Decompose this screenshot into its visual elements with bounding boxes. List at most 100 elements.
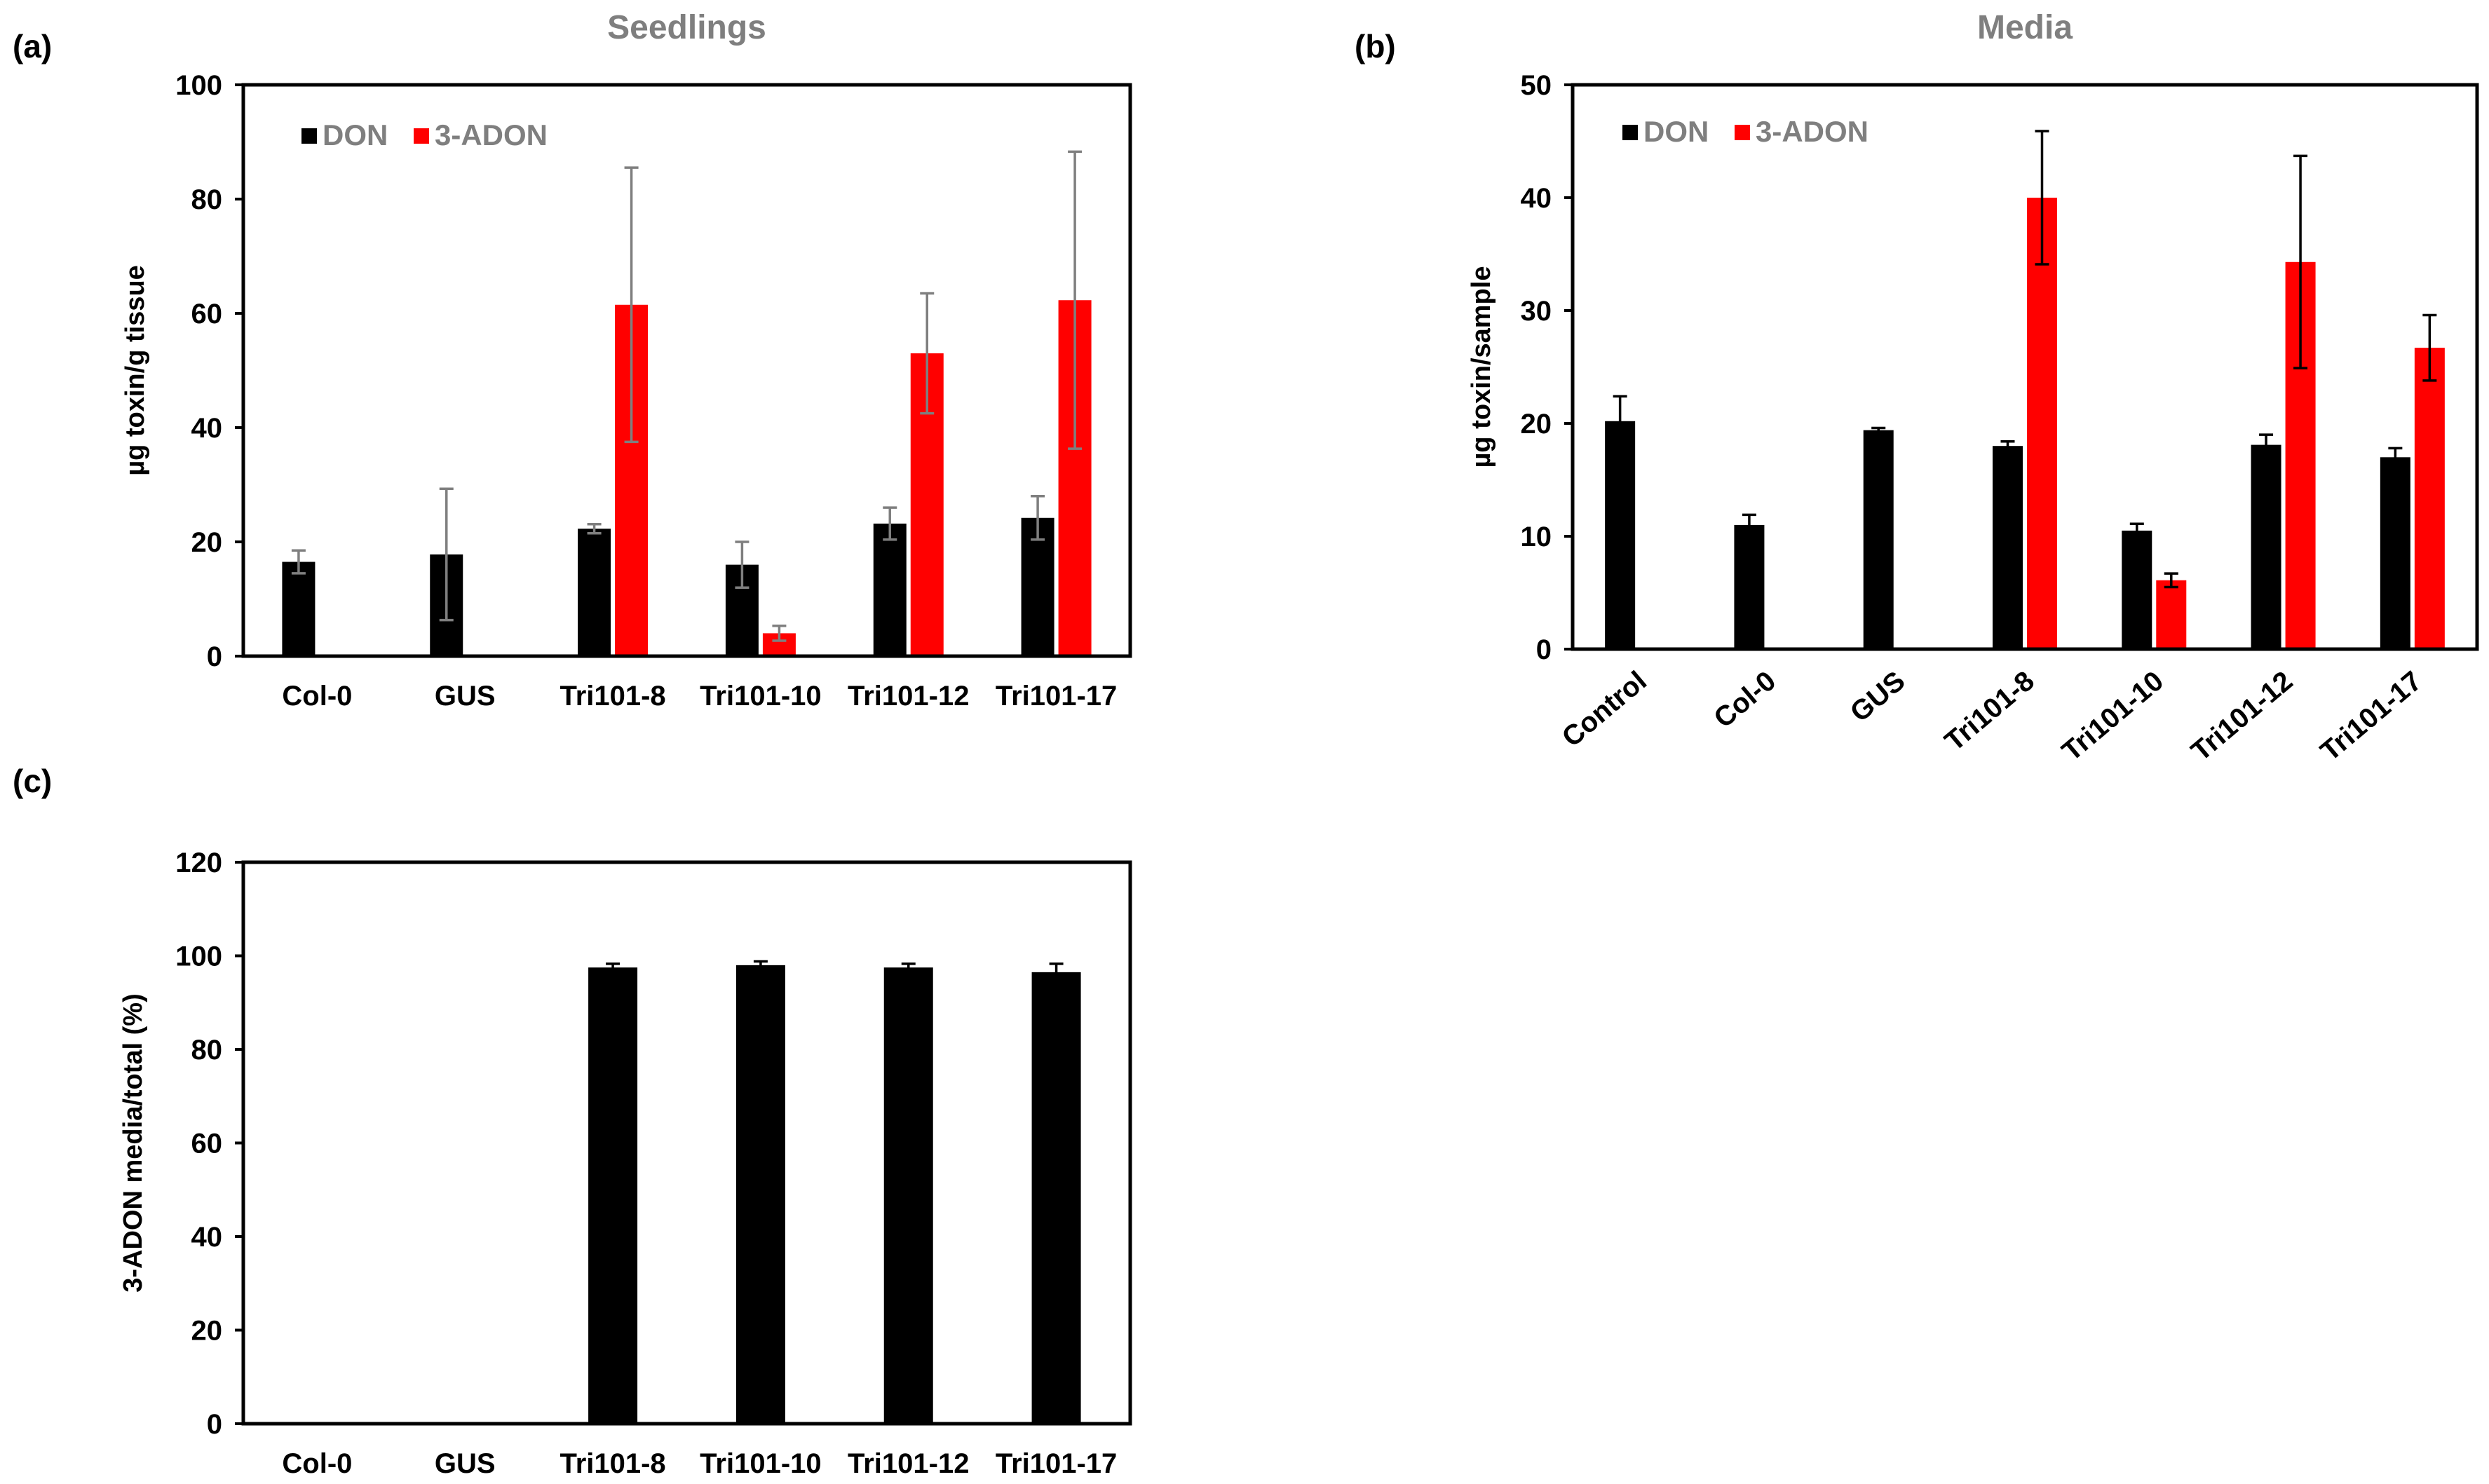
y-tick-label: 0 bbox=[1536, 634, 1552, 665]
bar-3-adon-media-total-tri101-8 bbox=[588, 967, 638, 1424]
x-tick-label: Tri101-17 bbox=[996, 1448, 1117, 1479]
x-tick-label: GUS bbox=[435, 681, 496, 712]
x-tick-label: Tri101-12 bbox=[848, 1448, 969, 1479]
bar-don-tri101-10 bbox=[2122, 530, 2152, 649]
bar-don-tri101-12 bbox=[873, 523, 907, 656]
bar-don-tri101-8 bbox=[578, 529, 611, 656]
bar-don-control bbox=[1605, 421, 1636, 649]
x-tick-label: Col-0 bbox=[282, 1448, 352, 1479]
error-bar-3-adon-media-total-tri101-10 bbox=[753, 960, 768, 970]
chart-title: Seedlings bbox=[607, 9, 766, 46]
bar-3-adon-tri101-17 bbox=[2414, 348, 2445, 649]
error-bar-don-gus bbox=[1871, 426, 1886, 434]
bar-don-tri101-17 bbox=[2380, 457, 2410, 649]
panel-letter: (b) bbox=[1355, 28, 1396, 64]
bar-don-col-0 bbox=[282, 561, 316, 656]
y-tick-label: 60 bbox=[191, 1129, 223, 1159]
plot-frame bbox=[241, 83, 1132, 658]
y-axis-label: µg toxin/sample bbox=[1467, 266, 1496, 468]
error-bar-3-adon-tri101-10 bbox=[2164, 572, 2178, 589]
x-tick-label: Tri101-17 bbox=[996, 681, 1117, 712]
legend-label-don: DON bbox=[323, 118, 388, 151]
error-bar-3-adon-media-total-tri101-8 bbox=[606, 962, 620, 973]
y-tick-label: 40 bbox=[191, 413, 223, 444]
error-bar-don-control bbox=[1613, 395, 1627, 447]
plot-frame bbox=[1571, 83, 2479, 651]
x-tick-label: Tri101-10 bbox=[700, 681, 821, 712]
y-tick-label: 100 bbox=[175, 941, 222, 972]
legend-label-3-adon: 3-ADON bbox=[435, 118, 548, 151]
legend-label-don: DON bbox=[1643, 115, 1709, 148]
error-bar-3-adon-media-total-tri101-12 bbox=[901, 962, 916, 973]
x-tick-label: Col-0 bbox=[282, 681, 352, 712]
y-tick-label: 30 bbox=[1521, 296, 1552, 327]
error-bar-3-adon-tri101-10 bbox=[772, 625, 787, 642]
y-axis-label: 3-ADON media/total (%) bbox=[118, 993, 148, 1292]
bar-don-gus bbox=[1863, 430, 1894, 649]
error-bar-3-adon-tri101-17 bbox=[1068, 150, 1083, 450]
bar-3-adon-tri101-10 bbox=[2156, 580, 2187, 649]
error-bar-3-adon-tri101-12 bbox=[2293, 154, 2308, 369]
error-bar-don-tri101-17 bbox=[2388, 447, 2403, 468]
x-tick-label: Tri101-8 bbox=[559, 681, 665, 712]
y-tick-label: 40 bbox=[1521, 183, 1552, 214]
panel-c-ratio-chart: (c) 3-ADON media/total (%) 0 20 40 60 80 100 120… bbox=[13, 763, 1132, 1479]
bar-don-tri101-8 bbox=[1993, 446, 2023, 649]
legend-swatch-don bbox=[1622, 125, 1638, 140]
error-bar-don-tri101-17 bbox=[1031, 495, 1045, 541]
plot-frame bbox=[241, 860, 1132, 1426]
error-bar-don-col-0 bbox=[291, 549, 306, 575]
error-bar-3-adon-media-total-tri101-17 bbox=[1049, 962, 1064, 982]
legend: DON 3-ADON bbox=[1622, 115, 1869, 148]
x-tick-label: Col-0 bbox=[1708, 665, 1782, 734]
error-bar-3-adon-tri101-12 bbox=[920, 292, 935, 415]
y-tick-label: 120 bbox=[175, 847, 222, 878]
y-tick-label: 60 bbox=[191, 299, 223, 329]
x-tick-label: Tri101-12 bbox=[848, 681, 969, 712]
y-tick-label: 0 bbox=[207, 641, 222, 672]
y-tick-label: 0 bbox=[207, 1409, 222, 1440]
bar-don-tri101-12 bbox=[2251, 444, 2281, 649]
y-tick-label: 100 bbox=[175, 70, 222, 101]
error-bar-don-tri101-12 bbox=[883, 506, 897, 541]
y-tick-label: 80 bbox=[191, 184, 223, 215]
y-axis-label: µg toxin/g tissue bbox=[121, 265, 150, 476]
panel-letter: (c) bbox=[13, 763, 52, 799]
error-bar-don-col-0 bbox=[1742, 513, 1756, 537]
x-tick-label: Control bbox=[1557, 665, 1653, 753]
y-tick-label: 40 bbox=[191, 1222, 223, 1253]
x-tick-label: Tri101-8 bbox=[559, 1448, 665, 1479]
bar-3-adon-tri101-8 bbox=[2027, 198, 2057, 649]
x-tick-label: Tri101-17 bbox=[2314, 665, 2427, 767]
error-bar-3-adon-tri101-8 bbox=[2035, 130, 2049, 266]
panel-b-media-chart: (b) Media µg toxin/sample 0 10 20 30 40 50 Contro… bbox=[1355, 9, 2479, 767]
error-bar-don-tri101-12 bbox=[2259, 433, 2274, 456]
bar-3-adon-media-total-tri101-17 bbox=[1031, 972, 1081, 1424]
y-tick-label: 50 bbox=[1521, 70, 1552, 101]
x-tick-label: Tri101-8 bbox=[1939, 665, 2040, 757]
x-tick-label: GUS bbox=[435, 1448, 496, 1479]
error-bar-don-gus bbox=[439, 487, 454, 622]
bar-don-col-0 bbox=[1734, 524, 1765, 649]
error-bar-3-adon-tri101-8 bbox=[624, 166, 639, 444]
y-tick-label: 20 bbox=[1521, 409, 1552, 440]
legend-swatch-3-adon bbox=[1735, 125, 1750, 140]
panel-letter: (a) bbox=[13, 28, 52, 64]
legend: DON 3-ADON bbox=[301, 118, 548, 151]
bar-don-tri101-17 bbox=[1021, 517, 1054, 656]
x-tick-label: Tri101-12 bbox=[2185, 665, 2298, 767]
error-bar-don-tri101-10 bbox=[735, 540, 750, 589]
legend-swatch-don bbox=[301, 128, 317, 144]
legend-label-3-adon: 3-ADON bbox=[1756, 115, 1869, 148]
error-bar-don-tri101-10 bbox=[2129, 522, 2144, 539]
bar-3-adon-media-total-tri101-12 bbox=[883, 967, 933, 1424]
y-tick-label: 10 bbox=[1521, 522, 1552, 552]
error-bar-don-tri101-8 bbox=[587, 522, 602, 535]
legend-swatch-3-adon bbox=[414, 128, 429, 144]
y-tick-label: 80 bbox=[191, 1035, 223, 1066]
x-tick-label: GUS bbox=[1845, 665, 1911, 728]
bar-3-adon-media-total-tri101-10 bbox=[735, 965, 785, 1424]
y-tick-label: 20 bbox=[191, 1316, 223, 1347]
error-bar-don-tri101-8 bbox=[2000, 440, 2015, 452]
